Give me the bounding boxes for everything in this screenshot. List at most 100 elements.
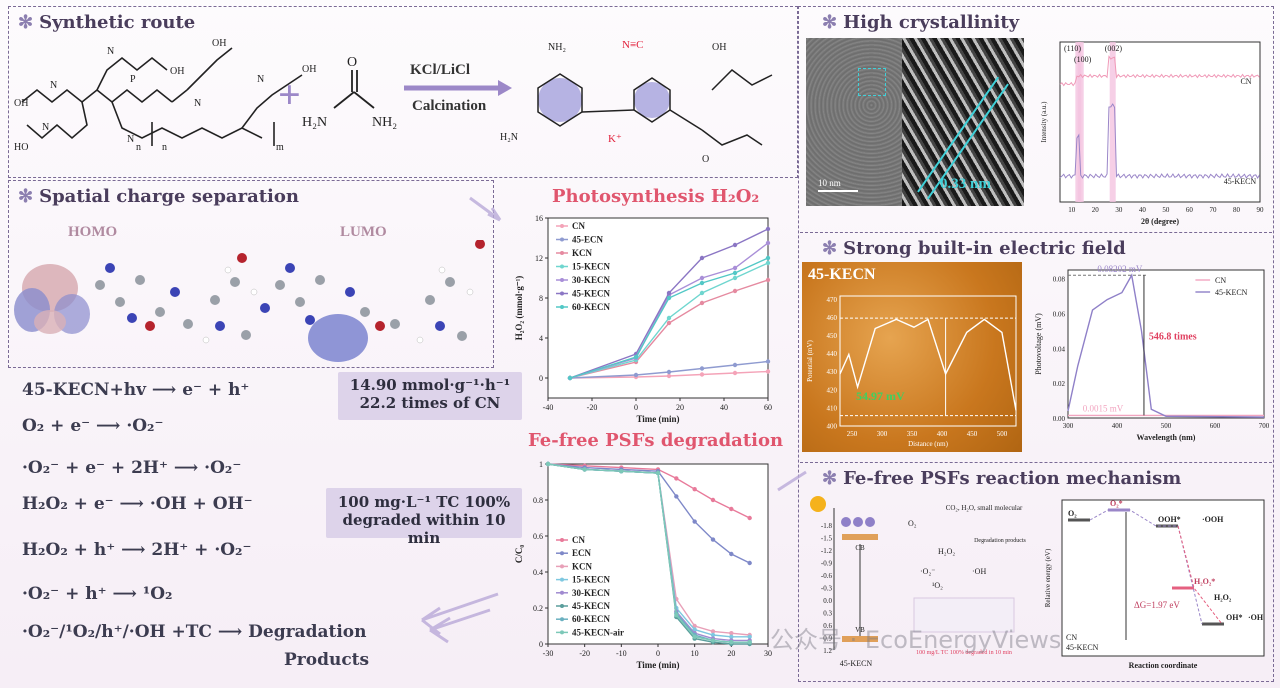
- peak-highlight: [1077, 42, 1084, 202]
- peak-highlight: [1109, 42, 1116, 202]
- legend-marker: [560, 264, 564, 269]
- data-point: [692, 634, 697, 639]
- equation-2: O₂ + e⁻ ⟶ ·O₂⁻: [22, 416, 164, 436]
- legend-marker: [560, 590, 564, 595]
- legend-label: 45-KECN: [572, 601, 611, 611]
- x-tick-label: 400: [1112, 422, 1123, 430]
- data-point: [765, 369, 771, 374]
- legend-marker: [560, 630, 564, 635]
- svg-text:NH₂: NH₂: [548, 42, 566, 53]
- svg-text:K⁺: K⁺: [608, 133, 622, 145]
- y-tick-label: 0.4: [533, 568, 543, 577]
- y-tick-label: -0.6: [821, 572, 833, 580]
- svg-text:N≡C: N≡C: [622, 39, 643, 51]
- data-point: [666, 369, 672, 375]
- y-tick-label: -0.9: [821, 560, 833, 568]
- data-point: [765, 226, 771, 232]
- kpfm-value: 54.97 mV: [856, 389, 905, 403]
- data-point: [747, 515, 752, 521]
- data-point: [710, 537, 716, 542]
- data-point: [666, 290, 672, 296]
- tc-callout: 100 mg·L⁻¹ TC 100% degraded within 10 mi…: [326, 488, 522, 547]
- svg-text:O: O: [702, 154, 709, 165]
- data-point: [729, 506, 734, 512]
- x-tick-label: 400: [937, 430, 948, 438]
- species-label-2: OOH*: [1158, 515, 1181, 524]
- title-mechanism: ✻ Fe-free PSFs reaction mechanism: [822, 468, 1182, 489]
- svg-text:N: N: [127, 134, 134, 145]
- legend-cn: CN: [1066, 633, 1077, 642]
- right-divider-1: [800, 232, 1272, 233]
- h2o2-production-chart: -40 -20 0 20 40 60 0 4 8 12 16 Time (min) H₂O₂ (mmol…: [514, 214, 772, 424]
- synthetic-route-box: [8, 6, 798, 178]
- xrd-cn-line: [1059, 55, 1260, 87]
- spv-peak-label: 0.08202 mV: [1097, 264, 1143, 274]
- synthetic-route-diagram: OH N N OH P N N HO N OH OH N n n m + O H₂N NH₂ KCl/L…: [14, 38, 773, 165]
- spv-kecn-line: [1067, 273, 1265, 418]
- spatial-charge-box: [8, 180, 494, 368]
- data-point: [765, 359, 771, 364]
- y-axis-label: H₂O₂ (mmol·g⁻¹): [514, 276, 524, 341]
- y-tick-label: -0.3: [821, 585, 833, 593]
- data-point: [699, 300, 705, 306]
- scale-bar: [818, 190, 858, 192]
- data-point: [765, 255, 771, 261]
- watermark: 公众号 · EcoEnergyViews: [770, 626, 1062, 654]
- data-point: [710, 638, 716, 643]
- data-point: [674, 476, 679, 481]
- y-tick-label: 1: [539, 460, 543, 469]
- y-tick-label: 1.2: [823, 647, 832, 655]
- legend-label: 30-KECN: [572, 588, 611, 598]
- y-tick-label: 0.6: [533, 532, 543, 541]
- data-point: [747, 634, 752, 639]
- band-mechanism-diagram: -1.8 -1.5 -1.2 -0.9 -0.6 -0.3 0.0 0.3 0.6 0.9 1.2 C…: [810, 496, 1027, 668]
- equation-tail: Products: [284, 650, 370, 670]
- svg-text:OH: OH: [302, 64, 316, 75]
- legend-marker: [560, 251, 564, 255]
- svg-text:HO: HO: [14, 142, 28, 153]
- pei-labels: OH N N OH P N N HO N OH OH N n n m: [14, 38, 316, 153]
- title-fe-free-degradation: Fe-free PSFs degradation: [528, 430, 784, 451]
- x-tick-label: -20: [587, 403, 598, 412]
- data-point: [729, 551, 734, 557]
- data-point: [545, 461, 551, 467]
- legend-marker: [560, 617, 564, 622]
- degradation-label: Degradation products: [974, 538, 1026, 544]
- x-tick-label: 60: [764, 403, 772, 412]
- data-point: [732, 370, 738, 376]
- species-label-5: H₂O₂: [1214, 593, 1232, 602]
- xrd-cn-label: CN: [1240, 77, 1251, 86]
- legend-marker: [560, 577, 564, 582]
- y-tick-label: 0.00: [1053, 415, 1066, 423]
- y-tick-label: 0.8: [533, 496, 543, 505]
- mechanism-caption: 100 mg/L TC 100% degraded in 10 min: [916, 650, 1012, 656]
- y-tick-label: 470: [827, 296, 838, 304]
- y-tick-label: 0.0: [823, 597, 832, 605]
- svg-text:NH₂: NH₂: [372, 115, 397, 130]
- y-tick-label: -1.8: [821, 522, 833, 530]
- y-axis-label: Relative energy (eV): [1044, 548, 1052, 607]
- data-point: [699, 255, 705, 261]
- x-tick-label: 80: [1233, 206, 1241, 214]
- data-point: [655, 470, 661, 476]
- data-point: [582, 467, 587, 472]
- data-point: [732, 288, 738, 294]
- legend-marker: [560, 224, 564, 228]
- y-tick-label: 0: [539, 374, 543, 383]
- svg-text:P: P: [130, 74, 136, 85]
- x-tick-label: 350: [907, 430, 918, 438]
- tc-degradation-chart: -30 -20 -10 0 10 20 30 0 0.2 0.4 0.6 0.8 1 Time (min)…: [514, 460, 772, 670]
- hrtem-inset: [902, 38, 1024, 206]
- selected-area-box: [858, 68, 886, 96]
- condition-label: Calcination: [412, 98, 487, 114]
- profile-frame: [839, 295, 1017, 427]
- right-divider-2: [800, 462, 1272, 463]
- y-tick-label: 450: [827, 332, 838, 340]
- legend-label: 45-KECN-air: [572, 627, 624, 637]
- electron-dot: [853, 517, 863, 527]
- svg-text:n: n: [162, 142, 167, 153]
- plot-frame: [1067, 269, 1265, 419]
- y-tick-label: 420: [827, 386, 838, 394]
- spv-low-label: 0.0015 mV: [1083, 403, 1124, 413]
- y-tick-label: 0.06: [1053, 311, 1066, 319]
